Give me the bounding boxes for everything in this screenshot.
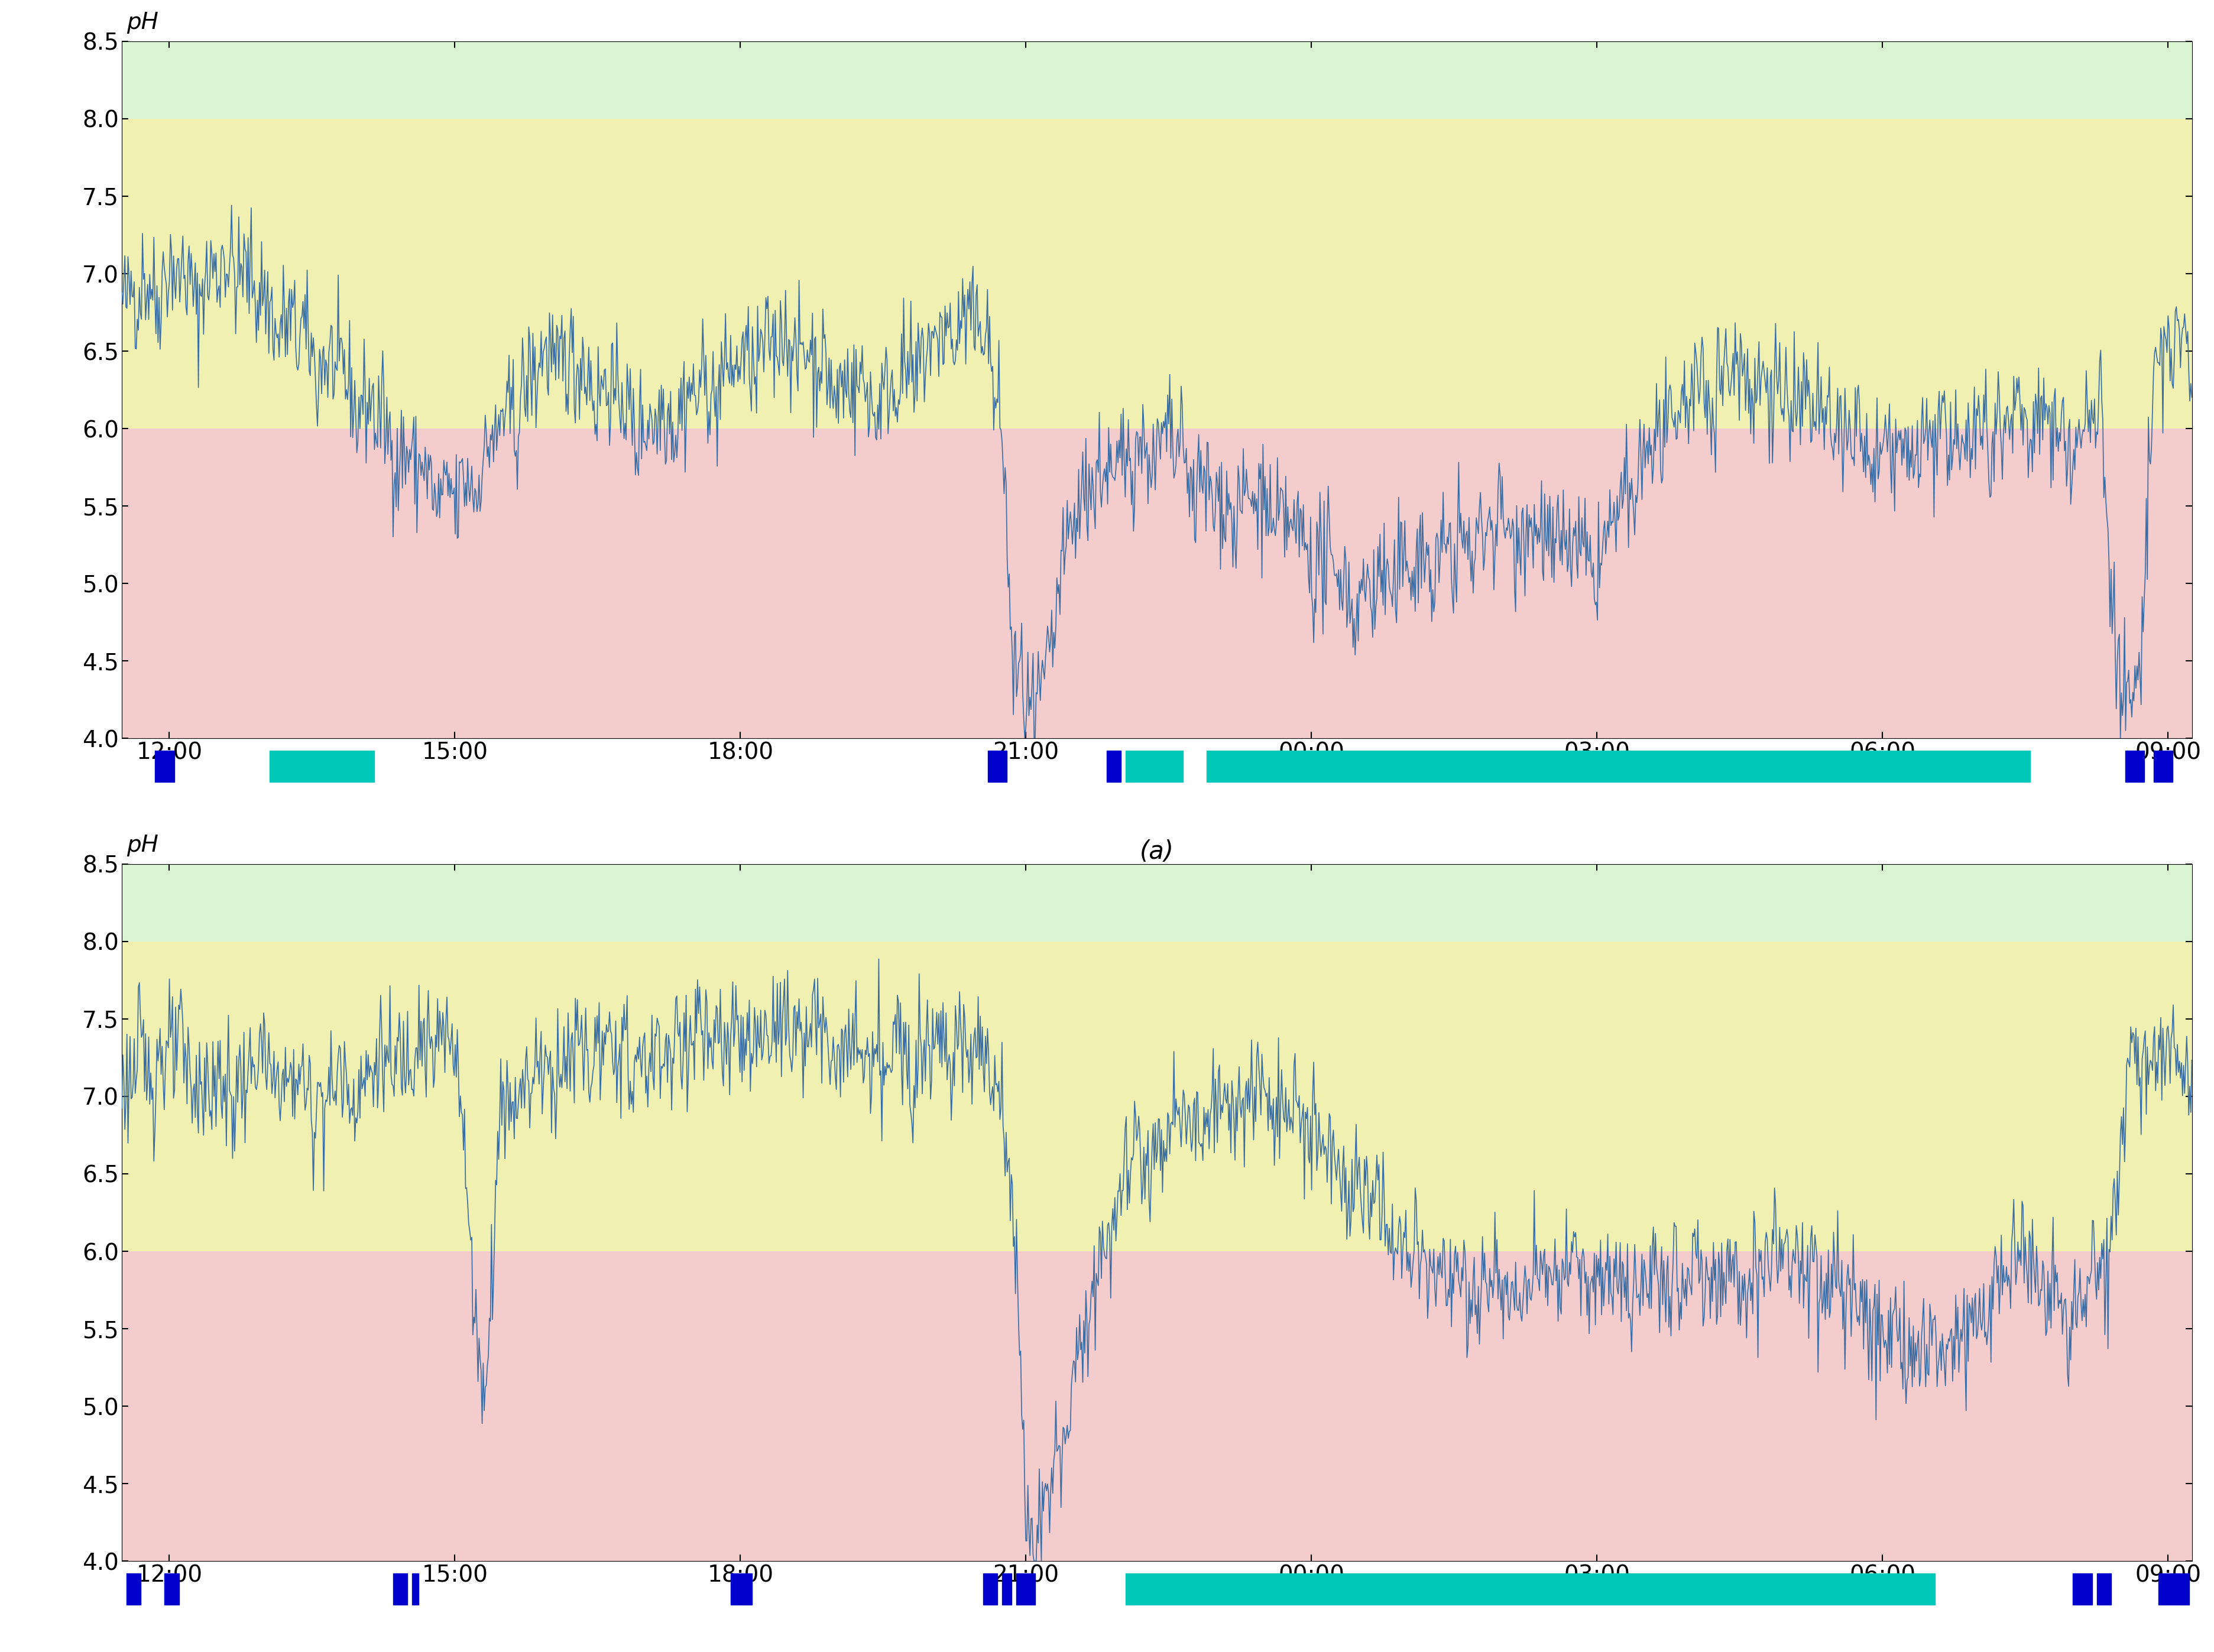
Bar [2154, 752, 2172, 781]
Bar [987, 752, 1007, 781]
Bar [122, 41, 2192, 119]
Text: (a): (a) [1140, 839, 1173, 864]
Bar [122, 428, 2192, 738]
Bar [1016, 1574, 1036, 1604]
Bar [1207, 752, 2030, 781]
Bar [2172, 1574, 2183, 1604]
Bar [1107, 752, 1120, 781]
Bar [122, 864, 2192, 942]
Bar [2125, 752, 2145, 781]
Bar [983, 1574, 996, 1604]
Bar [1003, 1574, 1012, 1604]
Bar [164, 1574, 179, 1604]
Bar [1127, 1574, 1935, 1604]
Bar [122, 119, 2192, 428]
Text: pH: pH [126, 834, 159, 856]
Bar [2183, 1574, 2190, 1604]
Bar [122, 1251, 2192, 1561]
Bar [746, 1574, 753, 1604]
Text: pH: pH [126, 12, 159, 33]
Bar [155, 752, 175, 781]
Bar [731, 1574, 746, 1604]
Bar [412, 1574, 418, 1604]
Bar [2072, 1574, 2092, 1604]
Bar [2159, 1574, 2172, 1604]
Bar [394, 1574, 407, 1604]
Bar [122, 942, 2192, 1251]
Bar [2097, 1574, 2110, 1604]
Bar [126, 1574, 142, 1604]
Bar [1127, 752, 1182, 781]
Bar [270, 752, 374, 781]
